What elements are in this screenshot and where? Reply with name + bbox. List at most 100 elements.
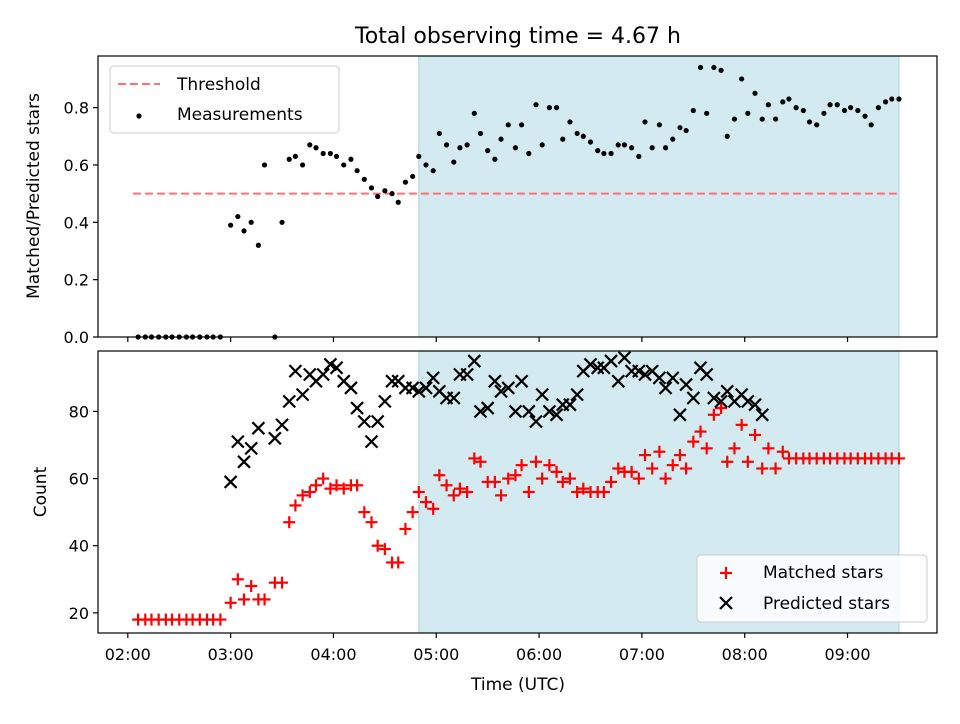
measurement-point <box>248 219 254 225</box>
matched-star-point <box>231 573 244 586</box>
matched-star-point <box>399 522 412 535</box>
predicted-stars-points <box>223 350 769 489</box>
predicted-star-point <box>467 354 482 368</box>
matched-star-point <box>351 479 364 492</box>
measurement-point <box>261 162 268 168</box>
top-y-tick-label: 0.0 <box>64 328 89 347</box>
matched-star-point <box>632 472 645 485</box>
measurement-point <box>683 127 689 134</box>
matched-star-point <box>597 486 610 498</box>
predicted-star-point <box>426 371 440 385</box>
measurement-point <box>505 122 511 128</box>
predicted-star-point <box>748 397 762 412</box>
bottom-y-axis-label: Count <box>31 466 51 517</box>
measurement-point <box>361 176 367 182</box>
measurement-point <box>354 168 360 174</box>
measurement-point <box>574 130 580 137</box>
measurement-point <box>553 105 560 111</box>
measurement-point <box>848 105 854 111</box>
predicted-star-point <box>679 377 693 392</box>
measurement-point <box>382 188 388 194</box>
predicted-star-point <box>419 381 433 395</box>
measurement-point <box>375 193 381 200</box>
predicted-star-point <box>741 394 755 409</box>
measurement-point <box>241 228 247 234</box>
matched-star-point <box>358 506 371 519</box>
measurement-point <box>827 102 833 108</box>
chart-title: Total observing time = 4.67 h <box>354 24 681 49</box>
threshold-legend-label: Threshold <box>176 75 261 95</box>
measurement-point <box>498 136 504 142</box>
matched-star-point <box>440 479 453 492</box>
matched-star-point <box>474 455 487 468</box>
predicted-star-point <box>665 371 680 385</box>
matched-star-point <box>495 489 508 502</box>
bottom-legend: Matched stars Predicted stars <box>696 554 928 623</box>
measurement-point <box>834 102 840 108</box>
top-y-tick-label: 0.2 <box>64 271 89 290</box>
matched-legend-label: Matched stars <box>763 563 883 583</box>
predicted-star-point <box>549 408 564 422</box>
predicted-star-point <box>638 367 652 382</box>
matched-star-point <box>406 506 419 519</box>
matched-star-point <box>659 472 672 485</box>
measurement-point <box>601 150 607 157</box>
top-panel: 0.00.20.40.60.8 Matched/Predicted stars … <box>24 55 938 347</box>
predicted-star-point <box>535 387 549 402</box>
measurement-point <box>662 145 669 151</box>
matched-star-point <box>502 472 515 485</box>
matched-star-point <box>756 462 769 475</box>
predicted-star-point <box>412 384 426 399</box>
predicted-star-point <box>570 387 584 402</box>
measurement-point <box>697 64 704 71</box>
measurement-point <box>642 119 648 125</box>
measurement-point <box>228 222 234 228</box>
measurement-point <box>862 113 868 119</box>
matched-star-point <box>571 486 584 498</box>
matched-star-point <box>577 482 590 495</box>
predicted-star-point <box>494 384 508 399</box>
measurement-point <box>800 107 806 114</box>
matched-star-point <box>224 596 237 609</box>
x-tick-label: 06:00 <box>516 645 562 664</box>
measurement-point <box>477 130 484 137</box>
matched-star-point <box>673 449 686 462</box>
measurement-point <box>320 150 326 157</box>
top-observing-window <box>418 55 900 338</box>
matched-star-point <box>563 472 576 485</box>
measurement-point <box>882 99 889 105</box>
measurement-point <box>690 107 696 114</box>
measurement-point <box>279 219 285 225</box>
measurement-point <box>235 213 241 220</box>
predicted-star-point <box>385 374 399 388</box>
matched-star-point <box>427 502 440 515</box>
top-y-tick-label: 0.4 <box>64 213 89 232</box>
matched-star-point <box>365 516 378 529</box>
matched-star-point <box>324 482 337 495</box>
predicted-star-point <box>611 374 626 388</box>
measurement-point <box>546 105 552 111</box>
x-tick-label: 03:00 <box>208 645 254 664</box>
measurement-point <box>464 142 470 148</box>
matched-star-point <box>258 593 271 606</box>
predicted-star-point <box>329 361 344 375</box>
matched-star-point <box>419 496 432 509</box>
predicted-star-point <box>514 374 529 388</box>
matched-star-point <box>283 516 296 529</box>
measurement-point <box>896 96 902 102</box>
matched-star-point <box>276 576 289 589</box>
predicted-star-point <box>707 391 721 405</box>
measurement-point <box>821 110 827 116</box>
predicted-star-point <box>480 401 495 415</box>
predicted-star-point <box>295 387 310 402</box>
measurement-point <box>410 173 416 180</box>
measurement-point <box>780 99 786 105</box>
matched-legend-marker <box>720 567 732 579</box>
measurement-point <box>656 122 662 128</box>
measurement-point <box>300 162 306 168</box>
matched-star-point <box>707 408 720 421</box>
measurement-point <box>567 119 573 125</box>
measurement-point <box>395 199 401 205</box>
measurement-point <box>793 105 799 111</box>
measurement-point <box>402 179 409 185</box>
